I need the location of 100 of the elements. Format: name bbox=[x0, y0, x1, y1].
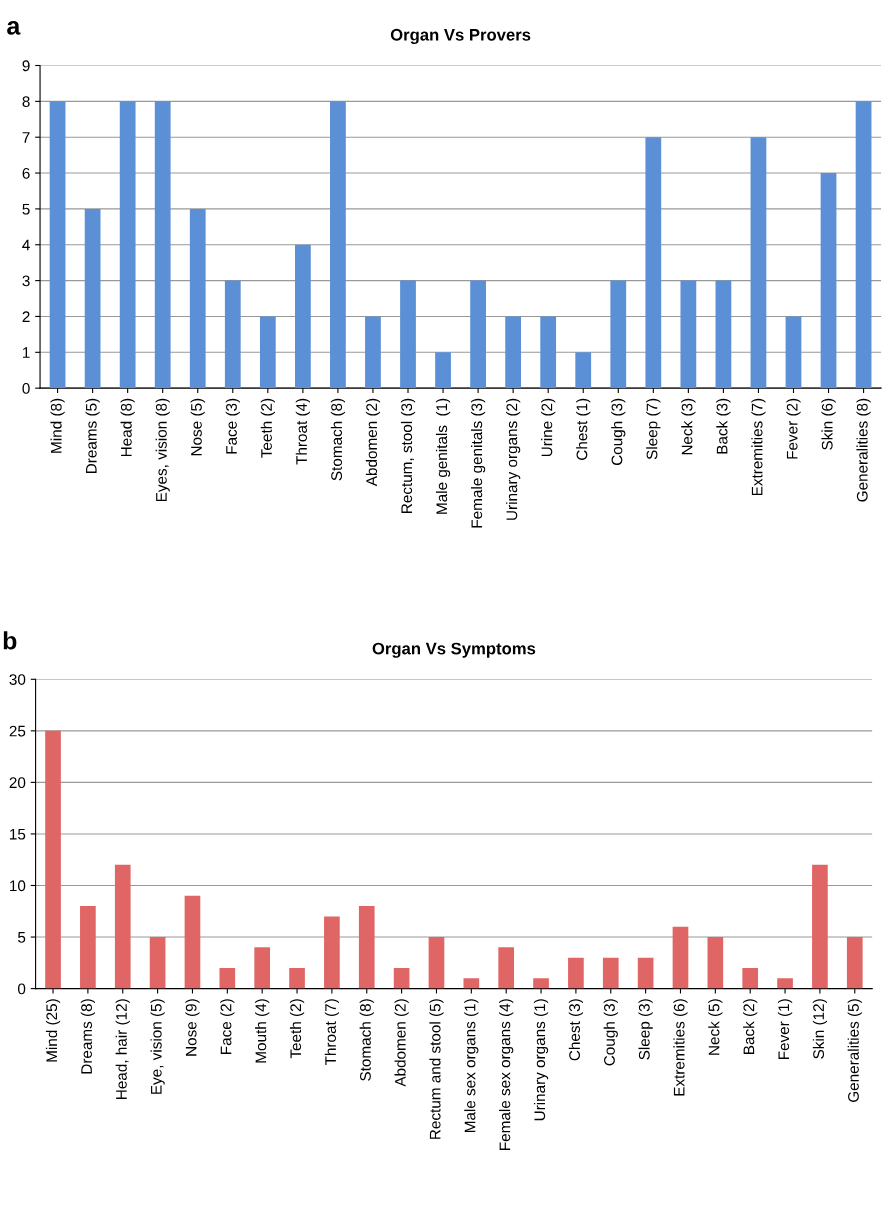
chart-title: Organ Vs Symptoms bbox=[372, 642, 536, 658]
x-tick-label: Abdomen (2) bbox=[365, 398, 381, 487]
bar bbox=[680, 280, 697, 389]
y-tick-label: 8 bbox=[22, 96, 30, 108]
bar bbox=[49, 101, 66, 389]
x-tick-label: Neck (3) bbox=[681, 398, 696, 455]
y-tick-label: 4 bbox=[22, 239, 30, 251]
bar bbox=[533, 978, 549, 989]
bar bbox=[777, 978, 793, 989]
x-tick-label: Eyes, vision (8) bbox=[155, 398, 170, 502]
bar bbox=[505, 316, 522, 389]
y-tick-label: 6 bbox=[22, 167, 30, 179]
x-tick-label: Dreams (5) bbox=[85, 398, 100, 474]
x-tick-label: Nose (5) bbox=[190, 398, 205, 456]
y-tick-label: 1 bbox=[23, 347, 30, 358]
x-tick-label: Skin (6) bbox=[821, 398, 836, 450]
x-tick-label: Head (8) bbox=[120, 398, 135, 457]
x-tick-label: Sleep (3) bbox=[638, 999, 653, 1060]
y-tick-label: 2 bbox=[22, 311, 30, 322]
bar bbox=[330, 101, 346, 389]
x-tick-label: Teeth (2) bbox=[289, 999, 305, 1059]
text: a bbox=[7, 21, 21, 35]
bar bbox=[498, 947, 515, 989]
x-tick-label: Stomach (8) bbox=[330, 398, 346, 481]
x-tick-label: Female sex organs (4) bbox=[499, 999, 514, 1150]
x-tick-label: Urinary organs (1) bbox=[533, 999, 549, 1121]
y-tick-label: 10 bbox=[10, 880, 26, 892]
x-tick-label: Stomach (8) bbox=[359, 999, 374, 1081]
bar bbox=[575, 352, 592, 389]
bar bbox=[84, 208, 101, 389]
bar bbox=[855, 101, 872, 389]
bar bbox=[540, 316, 557, 389]
x-tick-label: Mind (25) bbox=[45, 999, 61, 1062]
x-tick-label: Extremities (7) bbox=[751, 398, 766, 496]
x-tick-label: Cough (3) bbox=[611, 398, 626, 466]
y-tick-label: 0 bbox=[17, 983, 26, 995]
x-tick-label: Face (2) bbox=[220, 999, 235, 1054]
x-tick-label: Chest (1) bbox=[576, 398, 591, 460]
bar bbox=[742, 967, 759, 989]
bar bbox=[846, 937, 863, 989]
x-tick-label: Mind (8) bbox=[50, 398, 65, 453]
bar bbox=[184, 895, 201, 989]
x-tick-label: Sleep (7) bbox=[646, 398, 661, 460]
x-tick-label: Abdomen (2) bbox=[394, 999, 409, 1087]
bar bbox=[80, 906, 96, 989]
bar bbox=[568, 957, 584, 989]
x-tick-label: Chest (3) bbox=[568, 999, 584, 1061]
x-tick-label: Back (3) bbox=[716, 398, 731, 454]
bar bbox=[463, 978, 480, 989]
text: b bbox=[3, 631, 17, 650]
x-tick-label: Rectum and stool (5) bbox=[429, 999, 444, 1139]
x-tick-label: Back (2) bbox=[743, 999, 758, 1054]
bar bbox=[645, 137, 662, 389]
x-tick-label: Male genitals (1) bbox=[435, 398, 451, 514]
bar bbox=[365, 316, 381, 389]
x-tick-label: Female genitals (3) bbox=[470, 398, 486, 528]
bar bbox=[393, 967, 410, 989]
x-tick-label: Skin (12) bbox=[812, 999, 828, 1059]
bar bbox=[224, 280, 241, 389]
x-tick-label: Male sex organs (1) bbox=[464, 999, 479, 1133]
bar bbox=[400, 280, 416, 389]
y-tick-label: 9 bbox=[22, 60, 30, 72]
bar bbox=[428, 937, 445, 989]
y-tick-label: 20 bbox=[9, 777, 26, 789]
bar bbox=[812, 864, 828, 989]
bar bbox=[324, 916, 340, 989]
bar bbox=[672, 926, 689, 989]
bar bbox=[149, 937, 166, 989]
y-tick-label: 7 bbox=[22, 132, 30, 143]
x-tick-label: Head, hair (12) bbox=[115, 999, 130, 1099]
x-tick-label: Mouth (4) bbox=[255, 999, 270, 1063]
x-tick-label: Fever (1) bbox=[777, 999, 793, 1060]
x-tick-label: Urinary organs (2) bbox=[506, 398, 521, 520]
x-tick-label: Neck (5) bbox=[708, 999, 723, 1055]
x-tick-label: Face (3) bbox=[225, 398, 240, 454]
bar bbox=[785, 316, 802, 389]
x-tick-label: Teeth (2) bbox=[260, 398, 275, 458]
bar bbox=[259, 316, 276, 389]
bar bbox=[470, 280, 486, 389]
bar bbox=[294, 244, 311, 389]
bar bbox=[45, 730, 61, 989]
bar bbox=[114, 864, 131, 989]
bar bbox=[750, 137, 767, 389]
y-tick-label: 5 bbox=[22, 203, 30, 215]
y-tick-label: 30 bbox=[9, 674, 26, 685]
y-tick-label: 15 bbox=[10, 828, 26, 840]
y-tick-label: 25 bbox=[9, 725, 26, 737]
chart-title: Organ Vs Provers bbox=[390, 28, 531, 45]
x-tick-label: Rectum, stool (3) bbox=[400, 398, 416, 513]
bar bbox=[820, 173, 837, 389]
x-tick-label: Eye, vision (5) bbox=[150, 999, 165, 1094]
x-tick-label: Generalities (8) bbox=[856, 398, 871, 502]
bar bbox=[358, 906, 375, 989]
bar bbox=[610, 280, 627, 389]
x-tick-label: Nose (9) bbox=[185, 999, 200, 1056]
bar bbox=[119, 101, 136, 389]
x-tick-label: Extremities (6) bbox=[673, 999, 688, 1096]
bar bbox=[189, 208, 206, 389]
x-tick-label: Urine (2) bbox=[541, 398, 556, 457]
bar bbox=[715, 280, 732, 389]
